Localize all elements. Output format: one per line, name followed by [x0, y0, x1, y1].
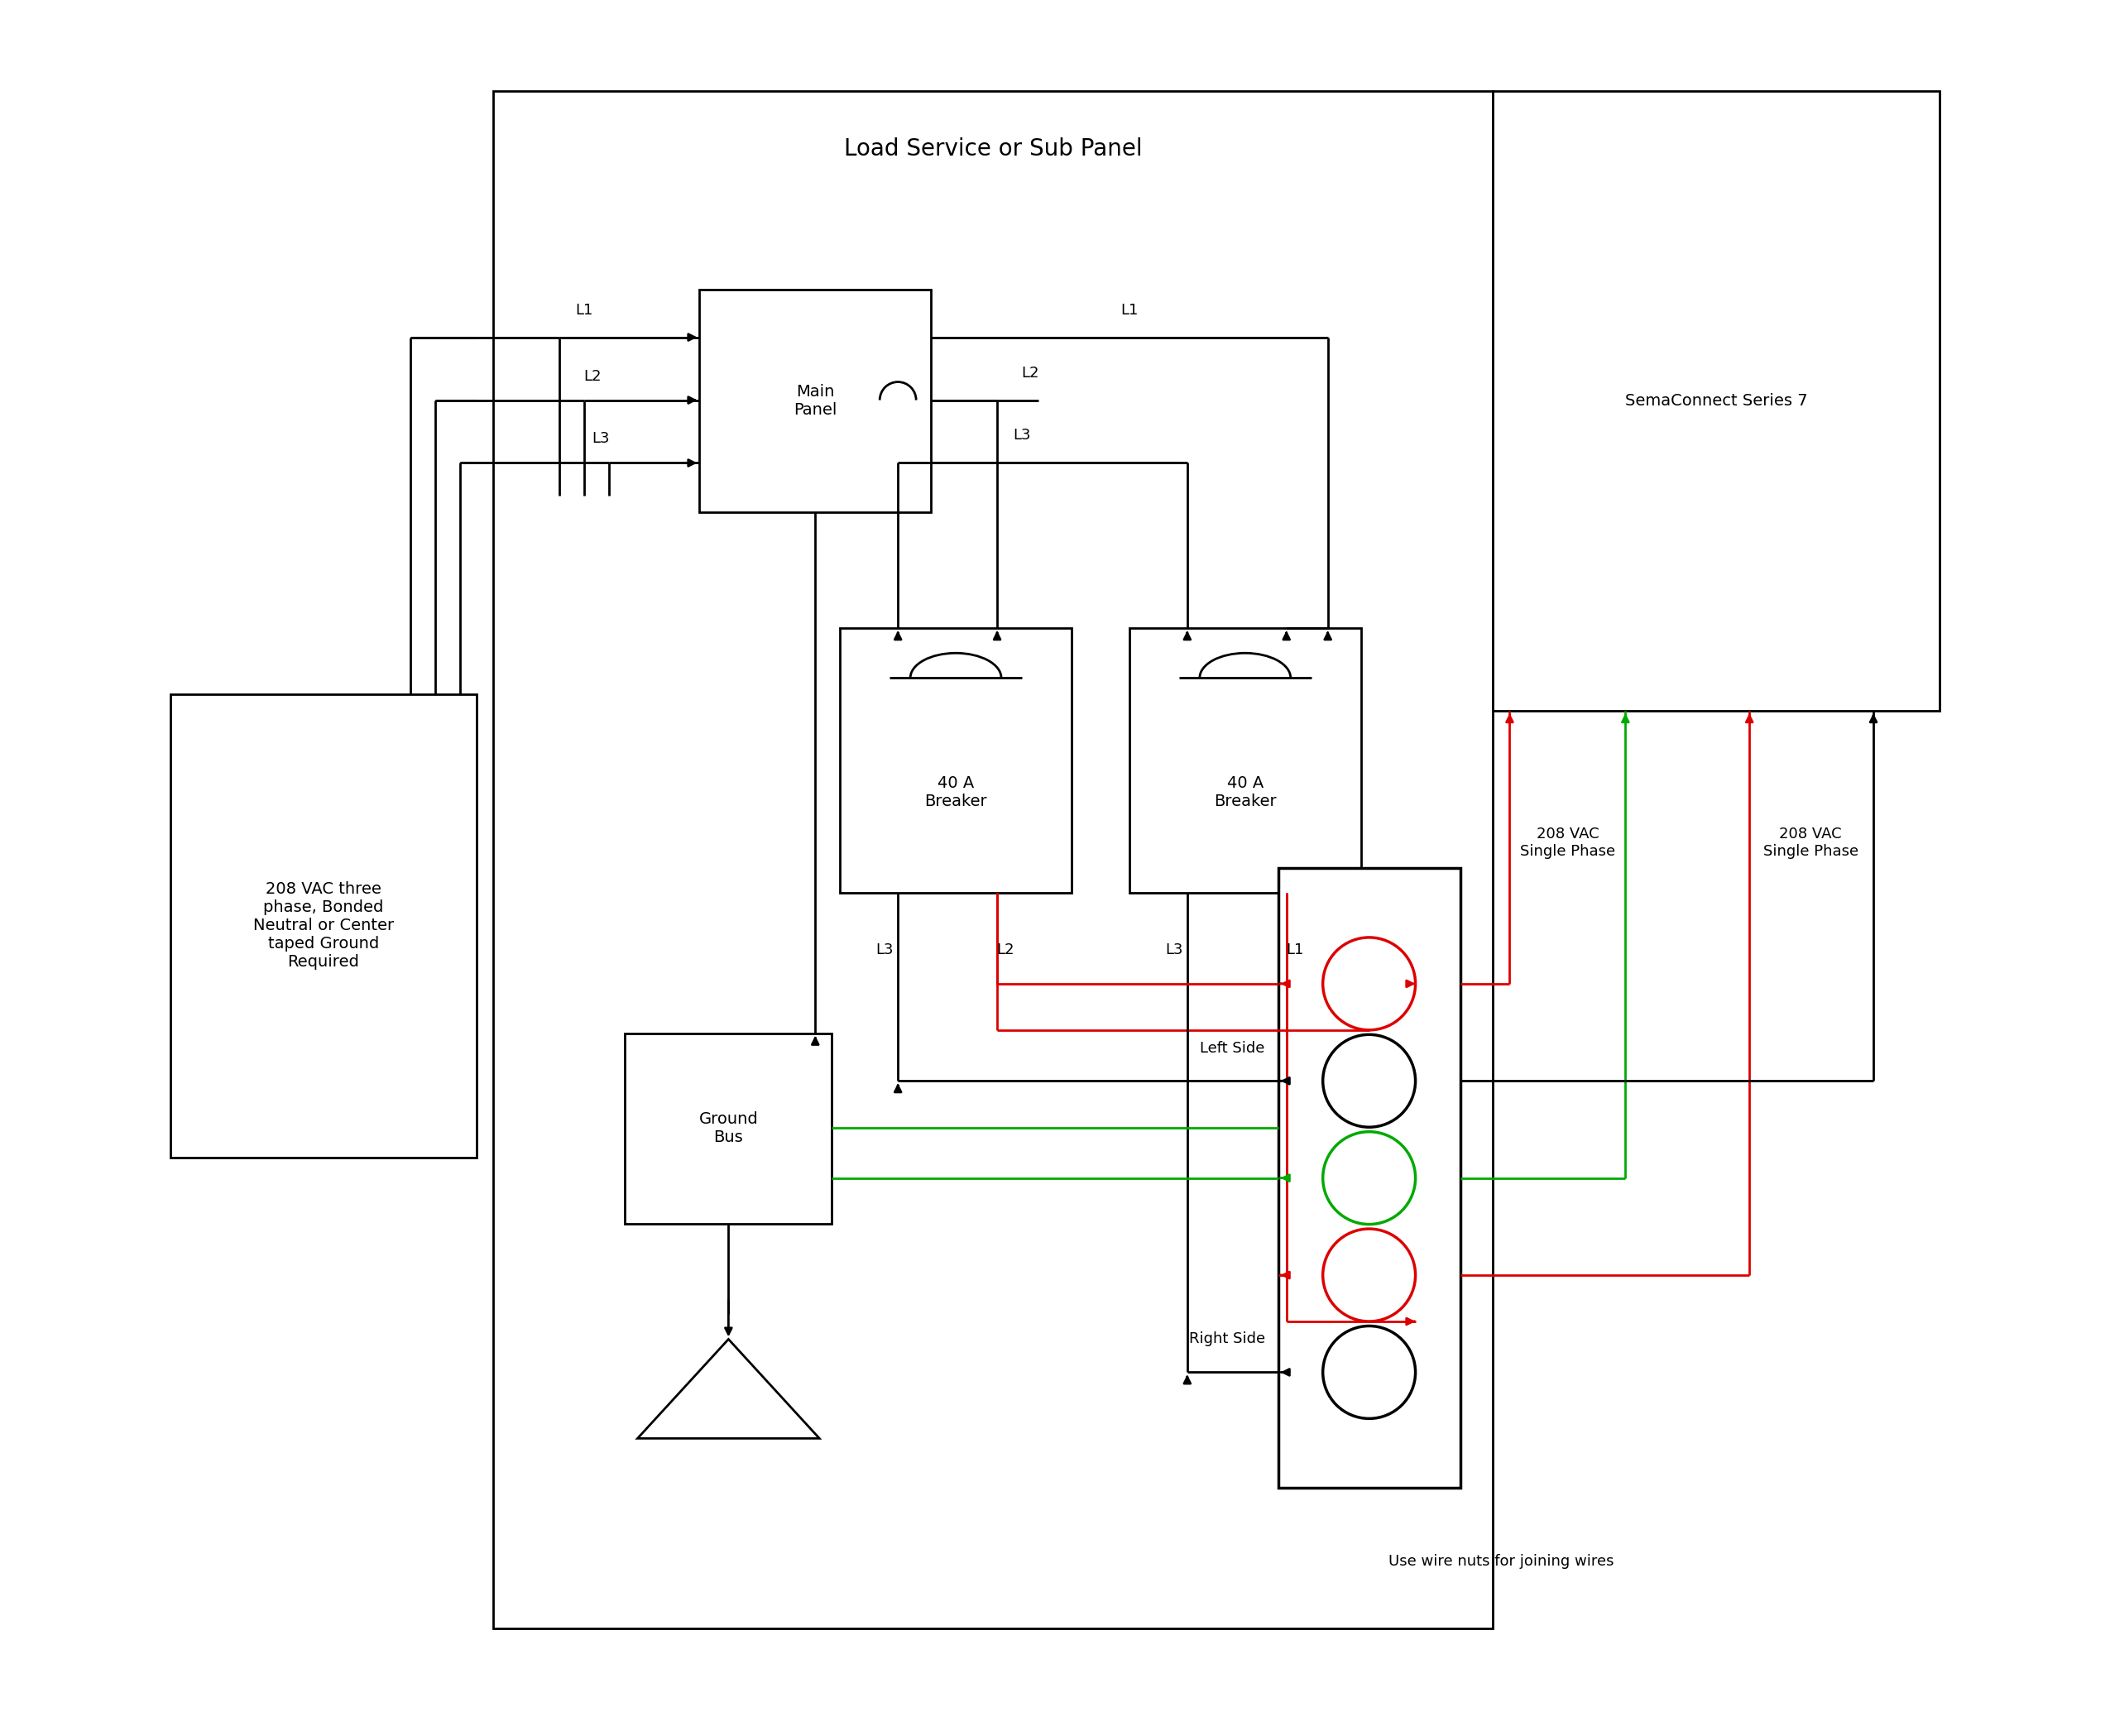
Text: 40 A
Breaker: 40 A Breaker	[924, 776, 987, 809]
Text: L2: L2	[1021, 365, 1038, 380]
Text: 40 A
Breaker: 40 A Breaker	[1213, 776, 1277, 809]
Text: L1: L1	[574, 302, 593, 318]
Text: 208 VAC
Single Phase: 208 VAC Single Phase	[1764, 826, 1859, 859]
Text: L2: L2	[582, 368, 601, 384]
Bar	[701, 290, 931, 512]
Bar	[625, 1033, 831, 1224]
Bar	[1129, 628, 1361, 892]
Bar	[494, 90, 1494, 1628]
Text: L1: L1	[1120, 302, 1137, 318]
Bar	[171, 694, 477, 1158]
Text: L1: L1	[1285, 943, 1304, 957]
Text: L3: L3	[591, 432, 610, 446]
Text: 208 VAC three
phase, Bonded
Neutral or Center
taped Ground
Required: 208 VAC three phase, Bonded Neutral or C…	[253, 882, 395, 970]
Text: 208 VAC
Single Phase: 208 VAC Single Phase	[1519, 826, 1614, 859]
Text: SemaConnect Series 7: SemaConnect Series 7	[1625, 392, 1808, 408]
Bar	[1279, 868, 1460, 1488]
Text: Load Service or Sub Panel: Load Service or Sub Panel	[844, 137, 1142, 160]
Text: L3: L3	[876, 943, 895, 957]
Text: Right Side: Right Side	[1188, 1332, 1266, 1347]
Text: Main
Panel: Main Panel	[793, 384, 838, 418]
Text: L3: L3	[1165, 943, 1184, 957]
Text: L2: L2	[996, 943, 1015, 957]
Text: Left Side: Left Side	[1201, 1042, 1266, 1055]
Bar	[1494, 90, 1939, 712]
Text: L3: L3	[1013, 429, 1032, 443]
Text: Use wire nuts for joining wires: Use wire nuts for joining wires	[1388, 1554, 1614, 1569]
Text: Ground
Bus: Ground Bus	[698, 1111, 757, 1146]
Bar	[840, 628, 1072, 892]
